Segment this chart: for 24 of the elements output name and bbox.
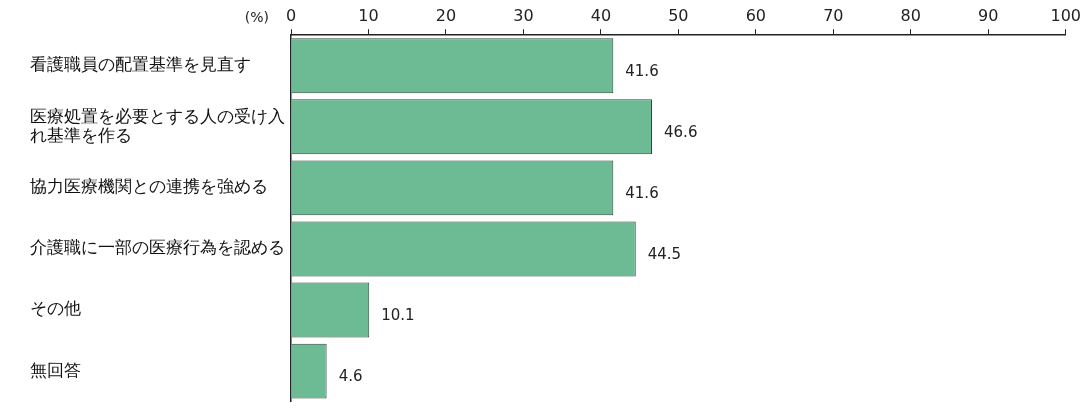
x-tick-label: 30 xyxy=(513,5,534,25)
y-tick-label: 介護職に一部の医療行為を認める xyxy=(30,237,285,258)
data-label: 4.6 xyxy=(338,367,363,385)
x-tick-label: 50 xyxy=(668,5,689,25)
x-tick-label: 70 xyxy=(823,5,844,25)
data-label: 44.5 xyxy=(647,244,682,263)
x-tick-label: 100 xyxy=(1050,5,1081,25)
y-tick-label: 医療処置を必要とする人の受け入れ基準を作る xyxy=(30,105,285,145)
data-label: 10.1 xyxy=(381,305,415,324)
data-label: 41.6 xyxy=(625,61,659,80)
x-tick-label: 60 xyxy=(745,5,767,25)
x-tick-label: 40 xyxy=(590,5,612,25)
data-label: 41.6 xyxy=(625,183,659,202)
x-tick-label: 20 xyxy=(435,5,457,25)
x-axis-title: (%) xyxy=(244,8,269,25)
data-label: 46.6 xyxy=(664,122,698,141)
x-tick-label: 0 xyxy=(285,5,297,25)
y-tick-label: 看護職員の配置基準を見直す xyxy=(30,54,251,75)
y-tick-label: その他 xyxy=(30,298,81,319)
y-tick-label: 無回答 xyxy=(30,359,81,380)
x-tick-label: 90 xyxy=(978,5,999,25)
y-tick-label: 協力医療機関との連携を強める xyxy=(30,176,268,197)
x-tick-label: 10 xyxy=(358,5,379,25)
x-tick-label: 80 xyxy=(900,5,921,25)
